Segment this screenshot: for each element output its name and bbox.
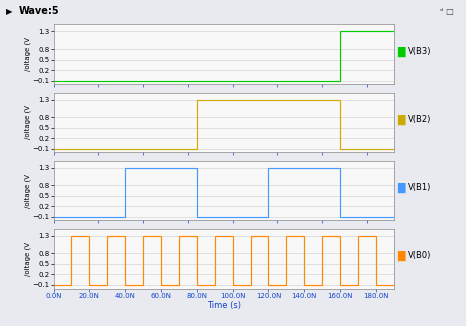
- Text: Wave:5: Wave:5: [19, 7, 59, 16]
- Text: V(B1): V(B1): [408, 183, 431, 192]
- X-axis label: Time (s): Time (s): [207, 302, 240, 310]
- Y-axis label: /oltage (V: /oltage (V: [24, 37, 31, 71]
- Y-axis label: /oltage (V: /oltage (V: [24, 105, 31, 140]
- Y-axis label: /oltage (V: /oltage (V: [24, 242, 31, 275]
- Text: ▶: ▶: [6, 7, 12, 16]
- Text: █: █: [397, 250, 405, 261]
- Text: █: █: [397, 114, 405, 125]
- Y-axis label: /oltage (V: /oltage (V: [24, 173, 31, 208]
- Text: V(B3): V(B3): [408, 47, 431, 56]
- Text: ᵈ □: ᵈ □: [440, 7, 454, 16]
- Text: V(B0): V(B0): [408, 251, 431, 260]
- Text: █: █: [397, 183, 405, 193]
- Text: █: █: [397, 46, 405, 56]
- Text: V(B2): V(B2): [408, 115, 431, 124]
